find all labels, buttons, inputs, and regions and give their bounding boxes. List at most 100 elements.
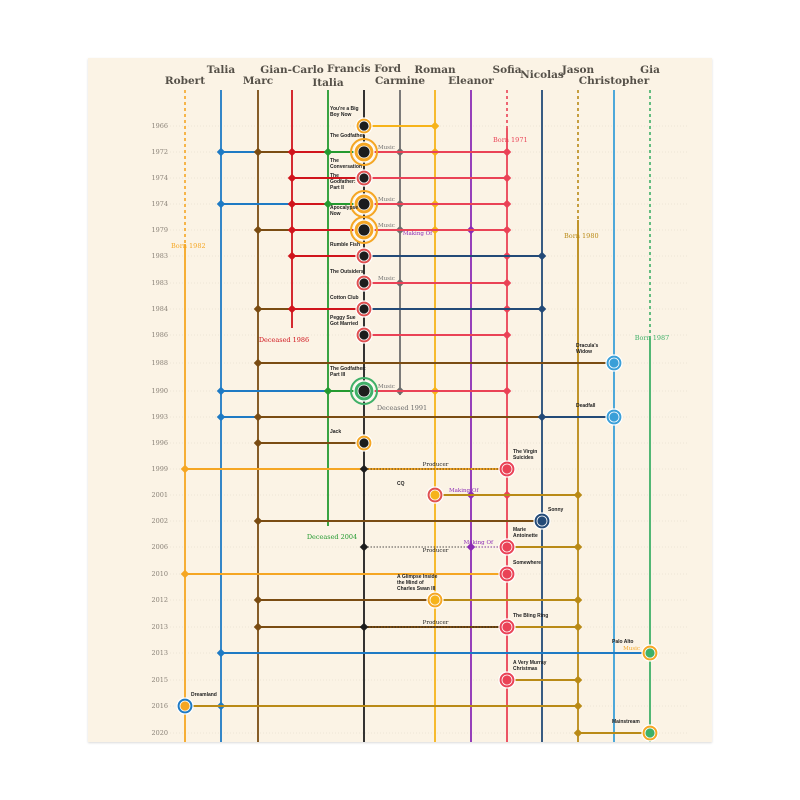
year-label: 2006: [151, 543, 168, 551]
junction-francisford: [359, 622, 369, 632]
year-label: 1984: [151, 305, 168, 313]
film-node[interactable]: Dreamland: [176, 692, 217, 715]
film-node-core: [644, 647, 656, 659]
life-event-gia: Born 1987: [635, 334, 670, 342]
film-node[interactable]: Deadfall: [576, 403, 623, 426]
film-node-core: [358, 120, 370, 132]
junction-jason: [573, 675, 583, 685]
year-label: 1993: [151, 413, 168, 421]
person-name-giancarlo: Gian-Carlo: [260, 64, 323, 76]
person-name-marc: Marc: [243, 75, 273, 87]
year-label: 1974: [151, 174, 168, 182]
junction-marc: [253, 147, 263, 157]
junction-talia: [216, 386, 226, 396]
person-name-christopher: Christopher: [579, 75, 650, 87]
film-node[interactable]: Jack: [330, 429, 373, 452]
film-title: Now: [330, 211, 341, 217]
junction-jason: [573, 728, 583, 738]
film-node[interactable]: The Conversation: [330, 158, 373, 187]
film-node[interactable]: CQ: [397, 481, 444, 504]
film-node-core: [358, 329, 370, 341]
film-node-outer-ring: [350, 377, 378, 405]
life-event-robert: Born 1982: [171, 242, 206, 250]
film-node[interactable]: Mainstream: [612, 719, 659, 742]
film-title: Got Married: [330, 321, 358, 327]
junction-italia: [323, 199, 333, 209]
film-title: The Godfather:: [330, 366, 366, 372]
role-label-eleanor: Making Of: [403, 231, 433, 237]
film-node[interactable]: The Godfather: [330, 133, 378, 166]
film-node-core: [357, 223, 371, 237]
junction-nicolas: [537, 412, 547, 422]
film-node-core: [179, 700, 191, 712]
role-label-carmine: Music: [378, 197, 395, 203]
film-node-core: [357, 197, 371, 211]
film-title: The: [330, 173, 339, 179]
film-node[interactable]: Rumble Fish: [330, 242, 373, 265]
collaboration-edges: Music Music Music Making Of Music Music Produc…: [180, 121, 650, 738]
film-node[interactable]: Sonny: [533, 507, 563, 530]
film-title: The Godfather: [330, 133, 364, 139]
junction-sofia: [502, 330, 512, 340]
film-node-core: [357, 384, 371, 398]
junction-sofia: [502, 225, 512, 235]
family-film-network-diagram: 1966 1972 1974 1974 1979 1983 1983 1984 1986 1988…: [151, 63, 688, 742]
film-title: Cotton Club: [330, 295, 359, 301]
film-title: Sonny: [548, 507, 563, 513]
film-node-core: [501, 568, 513, 580]
life-event-jason: Born 1980: [564, 232, 599, 240]
year-label: 2013: [151, 623, 168, 631]
film-title: Peggy Sue: [330, 315, 356, 321]
film-node[interactable]: Somewhere: [498, 560, 541, 583]
person-name-nicolas: Nicolas: [520, 69, 564, 81]
film-node-core: [644, 727, 656, 739]
junction-sofia: [502, 278, 512, 288]
junction-sofia: [502, 173, 512, 183]
film-node[interactable]: Cotton Club: [330, 295, 373, 318]
junction-sofia: [502, 386, 512, 396]
role-label-francisford: Producer: [423, 620, 449, 626]
role-label-carmine: Music: [378, 145, 395, 151]
film-node-core: [429, 489, 441, 501]
year-label: 1972: [151, 148, 168, 156]
film-title: Apocalypse: [330, 205, 358, 211]
film-node-core: [501, 674, 513, 686]
junction-robert: [180, 464, 190, 474]
film-title: Christmas: [513, 666, 538, 672]
year-label: 1999: [151, 465, 168, 473]
film-title: Deadfall: [576, 403, 596, 409]
year-label: 2012: [151, 596, 168, 604]
junction-marc: [253, 622, 263, 632]
junction-giancarlo: [287, 304, 297, 314]
film-node-core: [358, 437, 370, 449]
life-event-giancarlo: Deceased 1986: [259, 336, 309, 344]
role-label-carmine: Music: [378, 384, 395, 390]
film-title: Conversation: [330, 164, 362, 170]
life-event-sofia: Born 1971: [493, 136, 528, 144]
film-node-core: [358, 250, 370, 262]
year-label: 1986: [151, 331, 168, 339]
film-node[interactable]: The Outsiders: [330, 269, 373, 292]
junction-sofia: [502, 199, 512, 209]
film-node[interactable]: The Bling Ring: [498, 613, 548, 636]
year-label: 2010: [151, 570, 168, 578]
junction-italia: [323, 147, 333, 157]
film-node[interactable]: Palo Alto: [612, 639, 659, 662]
junction-talia: [216, 199, 226, 209]
year-label: 1983: [151, 252, 168, 260]
film-node[interactable]: The Godfather:Part III: [330, 366, 378, 405]
person-name-gia: Gia: [640, 64, 660, 76]
family-film-chart-poster: 1966 1972 1974 1974 1979 1983 1983 1984 1986 1988…: [88, 58, 712, 742]
film-title: Mainstream: [612, 719, 640, 725]
junction-francisford: [359, 542, 369, 552]
person-name-jason: Jason: [561, 64, 595, 76]
